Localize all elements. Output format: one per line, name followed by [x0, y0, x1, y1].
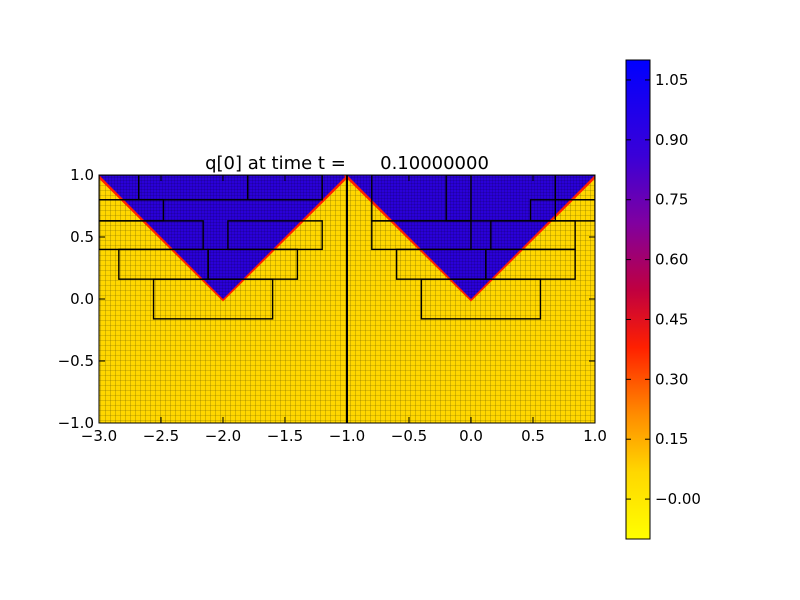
plot-area — [99, 175, 595, 423]
x-tick-label: −3.0 — [81, 427, 117, 445]
grid-patch-2 — [247, 175, 323, 201]
colorbar-tick-label: 0.30 — [655, 370, 688, 388]
colorbar-tick-label: 0.15 — [655, 430, 688, 448]
x-tick-label: 0.0 — [459, 427, 483, 445]
high-value-grid-0 — [99, 175, 347, 299]
colorbar-tick-label: −0.00 — [655, 490, 701, 508]
colorbar: −0.00 0.15 0.30 0.45 0.60 0.75 0.90 1.05 — [625, 59, 701, 540]
colorbar-tick-label: 0.75 — [655, 191, 688, 209]
colorbar-tick-label: 1.05 — [655, 71, 688, 89]
grid-patch-8 — [152, 278, 274, 320]
chart-title: q[0] at time t = 0.10000000 — [205, 153, 489, 174]
x-tick-label: −2.5 — [143, 427, 179, 445]
x-tick-label: −0.5 — [391, 427, 427, 445]
y-tick-label: 0.5 — [70, 228, 94, 246]
amr-patches — [99, 175, 595, 320]
y-tick-label: −0.5 — [58, 352, 94, 370]
grid-patch-17 — [420, 278, 542, 320]
x-axis: −3.0 −2.5 −2.0 −1.5 −1.0 −0.5 0.0 0.5 1.0 — [81, 175, 607, 445]
x-tick-label: −1.5 — [267, 427, 303, 445]
colorbar-gradient — [625, 59, 651, 540]
colorbar-tick-label: 0.90 — [655, 131, 688, 149]
x-tick-label: 1.0 — [583, 427, 607, 445]
y-tick-label: −1.0 — [58, 414, 94, 432]
x-tick-label: −1.0 — [329, 427, 365, 445]
x-tick-label: 0.5 — [521, 427, 545, 445]
y-tick-label: 0.0 — [70, 290, 94, 308]
colorbar-tick-label: 0.45 — [655, 310, 688, 328]
colorbar-ticks: −0.00 0.15 0.30 0.45 0.60 0.75 0.90 1.05 — [626, 71, 701, 508]
x-tick-label: −2.0 — [205, 427, 241, 445]
y-axis: −1.0 −0.5 0.0 0.5 1.0 — [58, 166, 595, 432]
y-tick-label: 1.0 — [70, 166, 94, 184]
colorbar-tick-label: 0.60 — [655, 251, 688, 269]
